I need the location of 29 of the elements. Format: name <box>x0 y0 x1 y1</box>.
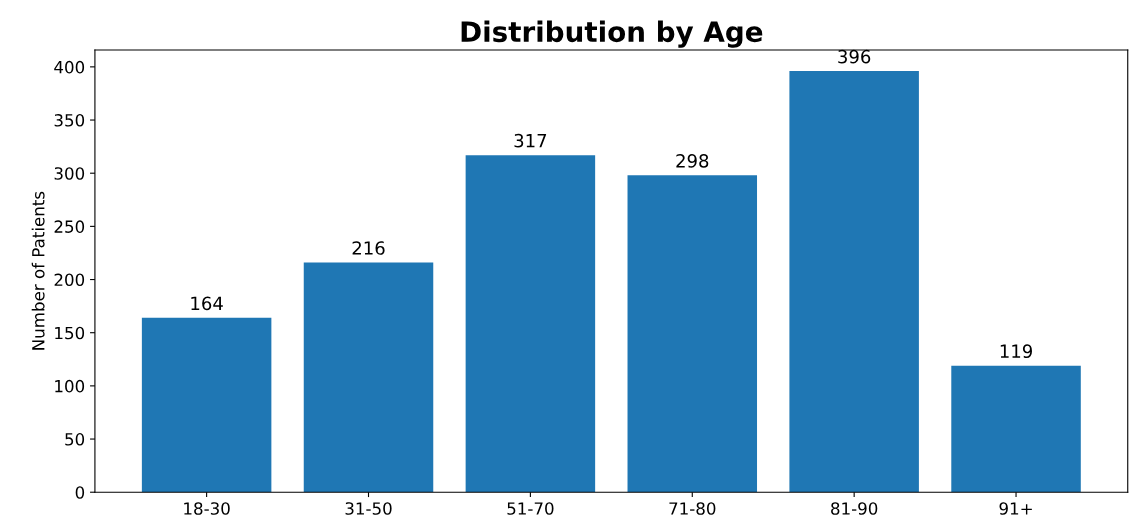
x-tick-label: 18-30 <box>184 502 230 515</box>
data-label: 298 <box>676 154 709 168</box>
y-tick-label: 250 <box>54 220 85 233</box>
y-axis-title: Number of Patients <box>31 191 45 350</box>
y-tick-label: 0 <box>75 486 85 499</box>
bar <box>789 71 919 493</box>
chart-title: Distribution by Age <box>461 20 763 48</box>
bar <box>141 317 272 493</box>
bar <box>951 365 1081 493</box>
x-tick-label: 31-50 <box>345 502 392 515</box>
y-tick-label: 50 <box>65 433 85 446</box>
x-tick-label: 81-90 <box>831 502 878 515</box>
data-label: 317 <box>514 133 547 148</box>
y-tick-label: 150 <box>55 326 85 340</box>
bar <box>627 175 758 493</box>
x-tick-label: 71-80 <box>669 502 716 515</box>
y-tick-label: 300 <box>54 167 85 180</box>
data-label: 164 <box>191 296 223 311</box>
y-tick-label: 350 <box>54 114 85 127</box>
x-tick-label: 91+ <box>999 502 1032 515</box>
x-tick-label: 51-70 <box>507 502 554 515</box>
y-tick-label: 400 <box>54 60 85 74</box>
y-tick-label: 100 <box>55 379 85 393</box>
bar <box>303 262 434 493</box>
data-label: 216 <box>352 241 385 255</box>
data-label: 396 <box>838 49 871 64</box>
data-label: 119 <box>1000 344 1032 359</box>
bar <box>465 155 596 493</box>
y-tick-label: 200 <box>54 273 85 287</box>
